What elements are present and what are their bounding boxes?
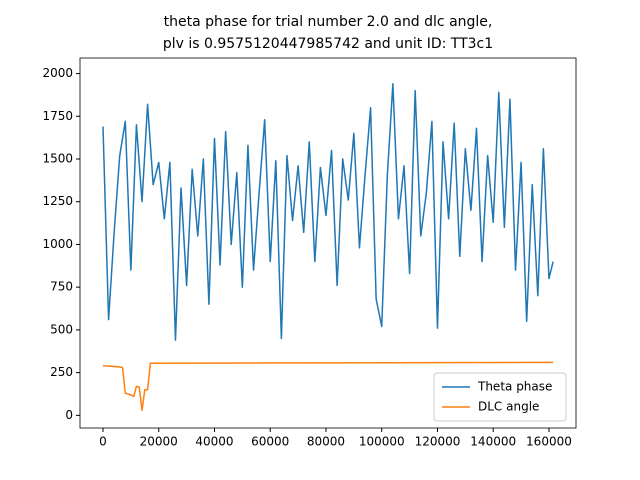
x-tick-label: 40000 bbox=[195, 435, 233, 449]
x-tick-label: 100000 bbox=[359, 435, 405, 449]
y-tick-label: 2000 bbox=[42, 66, 73, 80]
y-tick-label: 0 bbox=[65, 408, 73, 422]
x-tick-label: 120000 bbox=[415, 435, 461, 449]
x-tick-label: 20000 bbox=[140, 435, 178, 449]
legend-label: Theta phase bbox=[477, 380, 552, 394]
legend-label: DLC angle bbox=[478, 400, 539, 414]
y-tick-label: 1250 bbox=[42, 194, 73, 208]
x-tick-label: 80000 bbox=[307, 435, 345, 449]
x-tick-label: 140000 bbox=[470, 435, 516, 449]
x-tick-label: 60000 bbox=[251, 435, 289, 449]
x-tick-label: 160000 bbox=[526, 435, 572, 449]
chart-title: theta phase for trial number 2.0 and dlc… bbox=[164, 14, 493, 30]
y-tick-label: 250 bbox=[50, 365, 73, 379]
y-tick-label: 1750 bbox=[42, 109, 73, 123]
y-tick-label: 750 bbox=[50, 280, 73, 294]
x-tick-label: 0 bbox=[99, 435, 107, 449]
y-tick-label: 1000 bbox=[42, 237, 73, 251]
legend-box bbox=[433, 372, 567, 422]
y-tick-label: 1500 bbox=[42, 152, 73, 166]
line-series bbox=[102, 361, 554, 411]
chart-title: plv is 0.9575120447985742 and unit ID: T… bbox=[163, 36, 493, 52]
line-series bbox=[102, 83, 554, 341]
y-tick-label: 500 bbox=[50, 322, 73, 336]
plot-frame bbox=[79, 57, 577, 429]
